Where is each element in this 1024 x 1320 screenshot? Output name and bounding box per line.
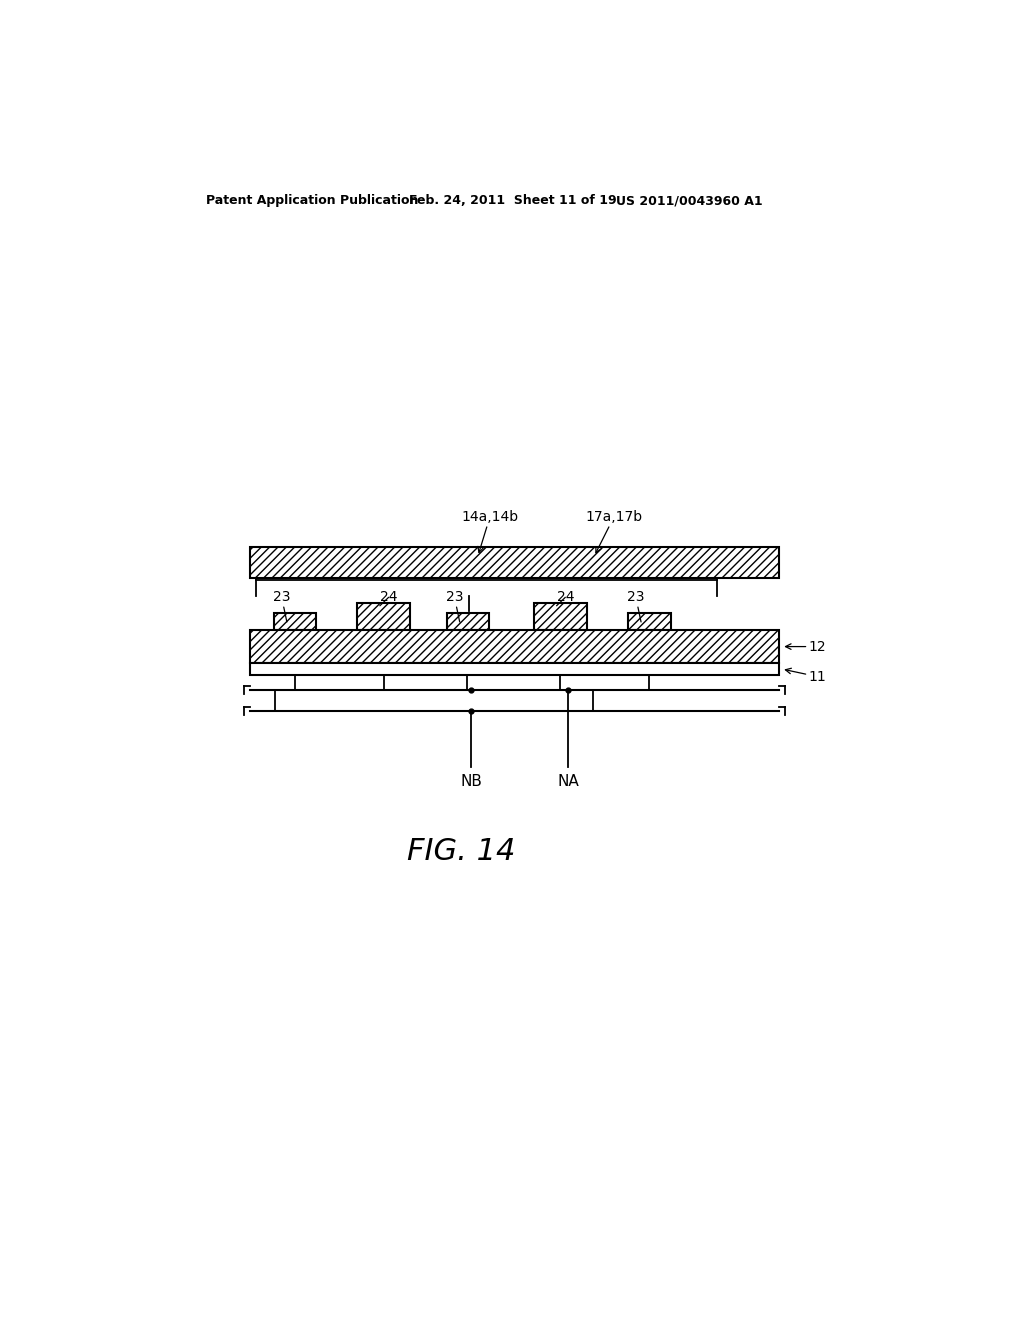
Text: 23: 23 [273, 590, 291, 622]
Bar [251, 548, 779, 578]
Text: NB: NB [461, 775, 482, 789]
Bar [535, 603, 587, 631]
Text: NA: NA [557, 775, 580, 789]
Bar [357, 603, 410, 631]
Text: 11: 11 [785, 668, 826, 684]
Bar [446, 614, 489, 631]
Text: FIG. 14: FIG. 14 [408, 837, 515, 866]
Text: 24: 24 [557, 590, 574, 606]
Text: 24: 24 [380, 590, 397, 606]
Bar [273, 614, 316, 631]
Text: US 2011/0043960 A1: US 2011/0043960 A1 [616, 194, 763, 207]
Text: Patent Application Publication: Patent Application Publication [206, 194, 418, 207]
Text: 17a,17b: 17a,17b [586, 510, 642, 553]
Text: 12: 12 [785, 640, 826, 653]
Bar [251, 631, 779, 663]
Text: 14a,14b: 14a,14b [461, 510, 518, 553]
Bar [628, 614, 671, 631]
Bar [251, 663, 779, 675]
Text: 23: 23 [445, 590, 463, 622]
Text: 23: 23 [627, 590, 644, 622]
Text: Feb. 24, 2011  Sheet 11 of 19: Feb. 24, 2011 Sheet 11 of 19 [409, 194, 616, 207]
